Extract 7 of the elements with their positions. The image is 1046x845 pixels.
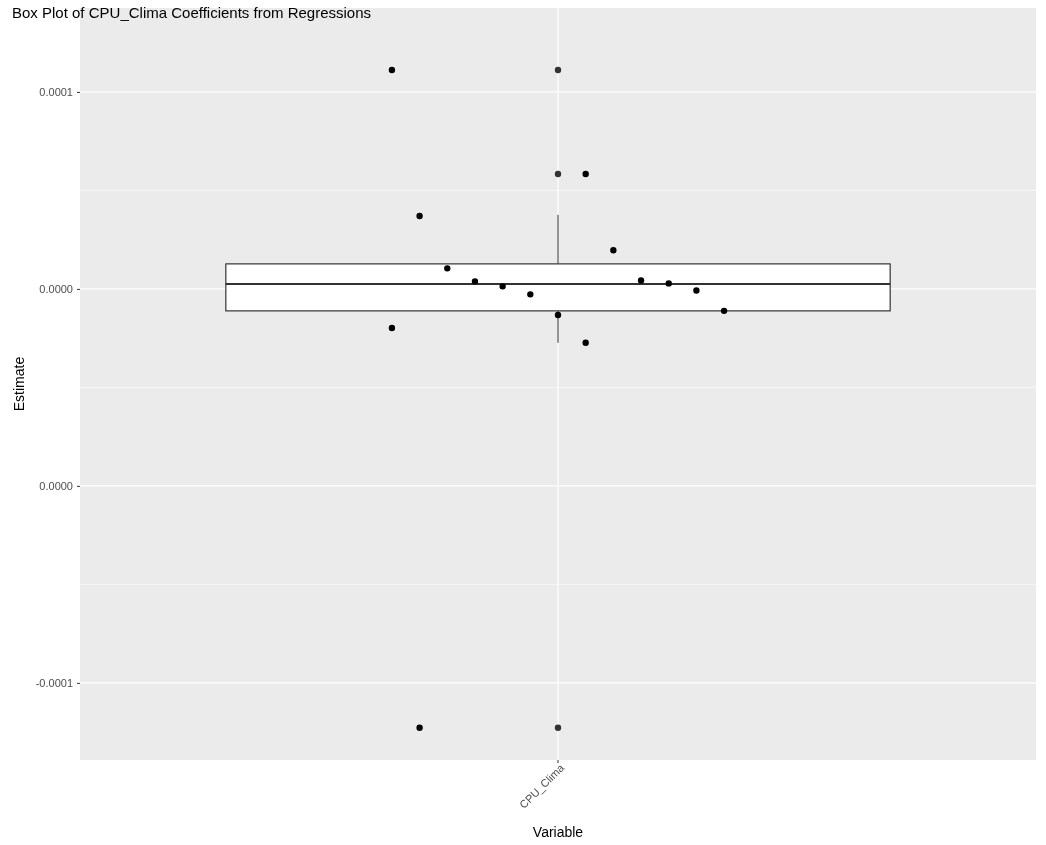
y-tick-label: 0.0000	[39, 282, 73, 295]
y-tick-label: 0.0000	[39, 479, 73, 492]
y-axis-title: Estimate	[11, 356, 27, 412]
chart-title: Box Plot of CPU_Clima Coefficients from Regressions	[12, 4, 372, 21]
x-axis-title: Variable	[532, 824, 584, 840]
y-tick-label: -0.0001	[35, 676, 73, 689]
y-tick-label: 0.0001	[39, 85, 73, 98]
